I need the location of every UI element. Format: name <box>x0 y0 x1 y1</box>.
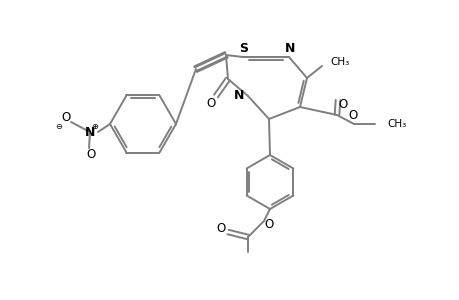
Text: CH₃: CH₃ <box>329 57 348 67</box>
Text: O: O <box>216 223 225 236</box>
Text: O: O <box>338 98 347 110</box>
Text: CH₃: CH₃ <box>386 119 405 129</box>
Text: O: O <box>347 109 357 122</box>
Text: N: N <box>233 88 244 101</box>
Text: N: N <box>84 125 95 139</box>
Text: N: N <box>284 41 295 55</box>
Text: ⊖: ⊖ <box>56 122 62 130</box>
Text: S: S <box>239 41 248 55</box>
Text: O: O <box>61 110 71 124</box>
Text: O: O <box>206 97 215 110</box>
Text: O: O <box>264 218 273 230</box>
Text: O: O <box>86 148 95 160</box>
Text: ⊕: ⊕ <box>91 122 98 130</box>
